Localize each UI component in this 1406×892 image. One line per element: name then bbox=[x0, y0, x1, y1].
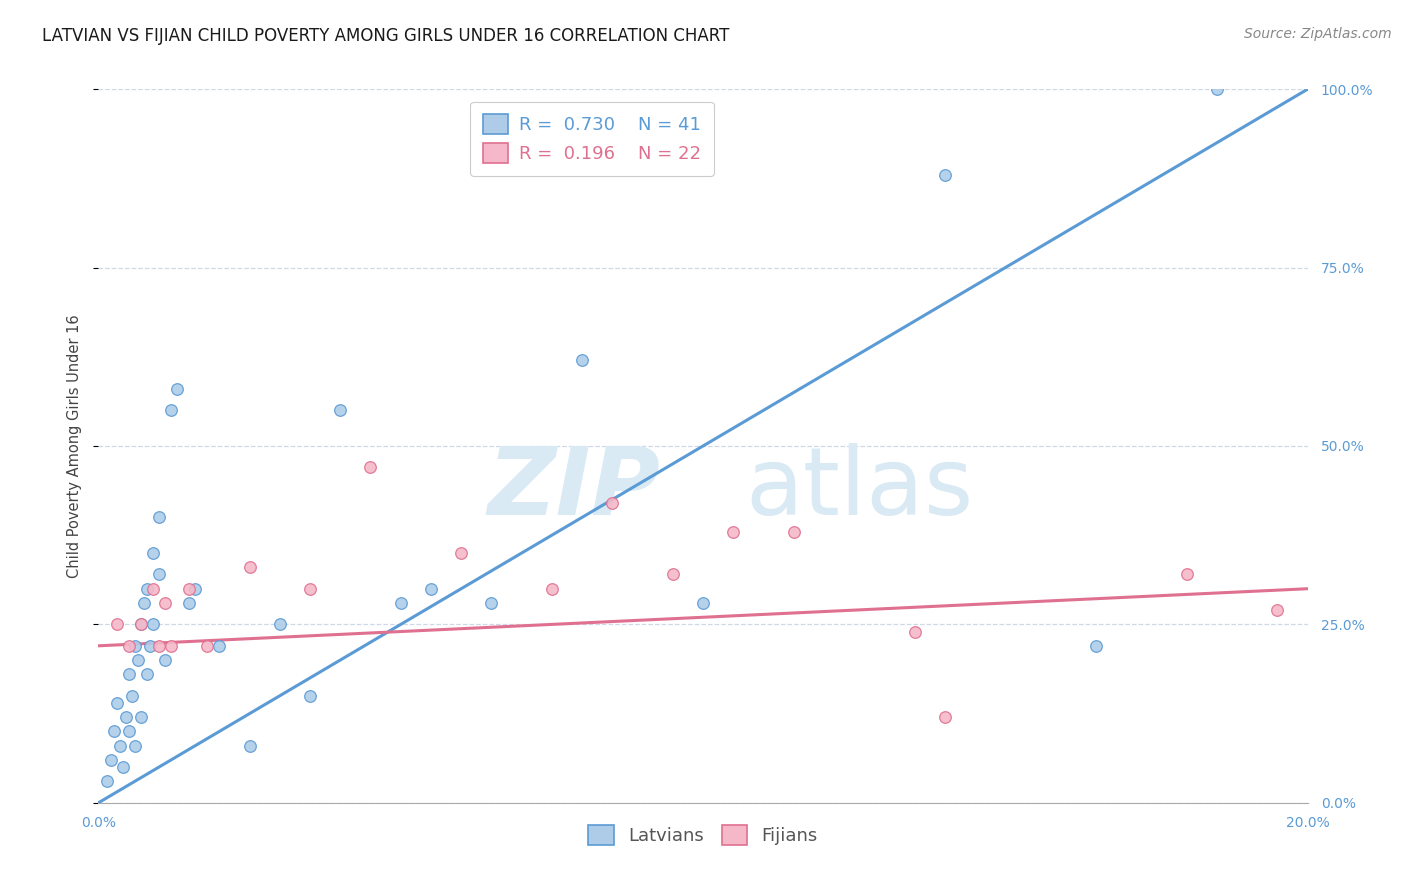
Point bbox=[111, 760, 134, 774]
Point bbox=[142, 582, 165, 596]
Point bbox=[118, 724, 141, 739]
Point bbox=[904, 624, 927, 639]
Point bbox=[179, 582, 201, 596]
Point bbox=[148, 567, 170, 582]
Point bbox=[360, 460, 382, 475]
Point bbox=[129, 617, 152, 632]
Point bbox=[1206, 82, 1229, 96]
Point bbox=[571, 353, 593, 368]
Point bbox=[723, 524, 745, 539]
Point bbox=[1267, 603, 1289, 617]
Point bbox=[692, 596, 714, 610]
Point bbox=[124, 639, 146, 653]
Point bbox=[195, 639, 218, 653]
Y-axis label: Child Poverty Among Girls Under 16: Child Poverty Among Girls Under 16 bbox=[67, 314, 83, 578]
Point bbox=[1175, 567, 1198, 582]
Point bbox=[96, 774, 118, 789]
Point bbox=[105, 696, 128, 710]
Point bbox=[481, 596, 503, 610]
Point bbox=[129, 710, 152, 724]
Point bbox=[934, 168, 956, 182]
Point bbox=[299, 582, 322, 596]
Text: atlas: atlas bbox=[745, 442, 973, 535]
Point bbox=[179, 596, 201, 610]
Point bbox=[139, 639, 162, 653]
Point bbox=[132, 596, 155, 610]
Point bbox=[153, 596, 176, 610]
Point bbox=[118, 639, 141, 653]
Point bbox=[783, 524, 806, 539]
Point bbox=[239, 739, 262, 753]
Point bbox=[142, 617, 165, 632]
Text: LATVIAN VS FIJIAN CHILD POVERTY AMONG GIRLS UNDER 16 CORRELATION CHART: LATVIAN VS FIJIAN CHILD POVERTY AMONG GI… bbox=[42, 27, 730, 45]
Point bbox=[103, 724, 125, 739]
Legend: Latvians, Fijians: Latvians, Fijians bbox=[575, 813, 831, 858]
Point bbox=[148, 510, 170, 524]
Point bbox=[420, 582, 443, 596]
Point bbox=[450, 546, 472, 560]
Point bbox=[661, 567, 683, 582]
Point bbox=[148, 639, 170, 653]
Point bbox=[602, 496, 624, 510]
Point bbox=[135, 582, 157, 596]
Point bbox=[269, 617, 291, 632]
Point bbox=[329, 403, 352, 417]
Point bbox=[239, 560, 262, 574]
Point bbox=[108, 739, 131, 753]
Point bbox=[934, 710, 956, 724]
Point bbox=[166, 382, 188, 396]
Point bbox=[142, 546, 165, 560]
Point bbox=[127, 653, 149, 667]
Point bbox=[100, 753, 122, 767]
Point bbox=[153, 653, 176, 667]
Point bbox=[135, 667, 157, 681]
Point bbox=[160, 639, 183, 653]
Point bbox=[105, 617, 128, 632]
Point bbox=[540, 582, 562, 596]
Point bbox=[160, 403, 183, 417]
Point bbox=[184, 582, 207, 596]
Point bbox=[389, 596, 412, 610]
Point bbox=[114, 710, 136, 724]
Text: ZIP: ZIP bbox=[488, 442, 661, 535]
Point bbox=[299, 689, 322, 703]
Point bbox=[1085, 639, 1108, 653]
Point bbox=[129, 617, 152, 632]
Point bbox=[208, 639, 231, 653]
Point bbox=[121, 689, 143, 703]
Point bbox=[124, 739, 146, 753]
Point bbox=[118, 667, 141, 681]
Text: Source: ZipAtlas.com: Source: ZipAtlas.com bbox=[1244, 27, 1392, 41]
